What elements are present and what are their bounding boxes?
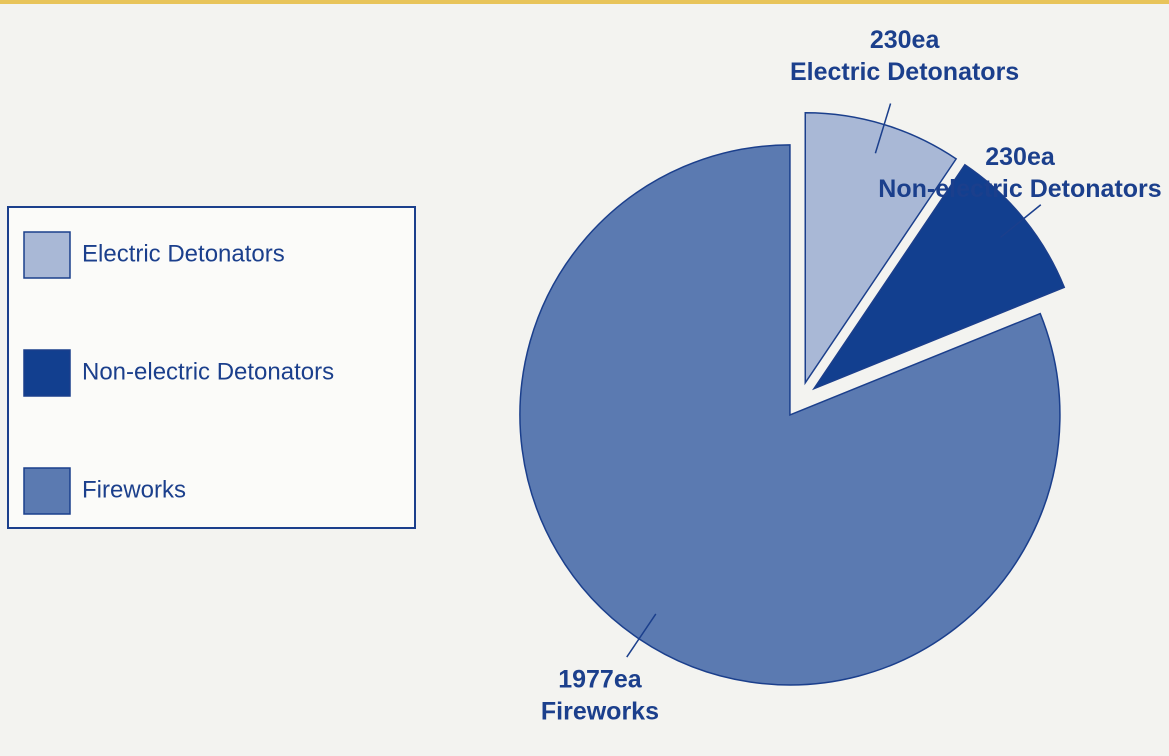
leader-line — [874, 103, 892, 154]
legend-label: Electric Detonators — [82, 240, 285, 267]
data-label-name: Non-electric Detonators — [878, 175, 1161, 203]
data-label: 1977ea — [558, 665, 643, 693]
leader-line — [999, 204, 1042, 239]
top-strip — [0, 0, 1169, 4]
legend-box — [7, 206, 416, 529]
leader-line — [626, 613, 657, 658]
legend-swatch — [23, 231, 71, 279]
data-label-name: Electric Detonators — [790, 58, 1019, 86]
data-label: 230ea — [985, 143, 1056, 171]
legend-label: Non-electric Detonators — [82, 358, 334, 385]
data-label: 230ea — [870, 26, 941, 54]
data-label-name: Fireworks — [541, 697, 659, 725]
legend-swatch — [23, 467, 71, 515]
legend-swatch — [23, 349, 71, 397]
legend-label: Fireworks — [82, 476, 186, 503]
